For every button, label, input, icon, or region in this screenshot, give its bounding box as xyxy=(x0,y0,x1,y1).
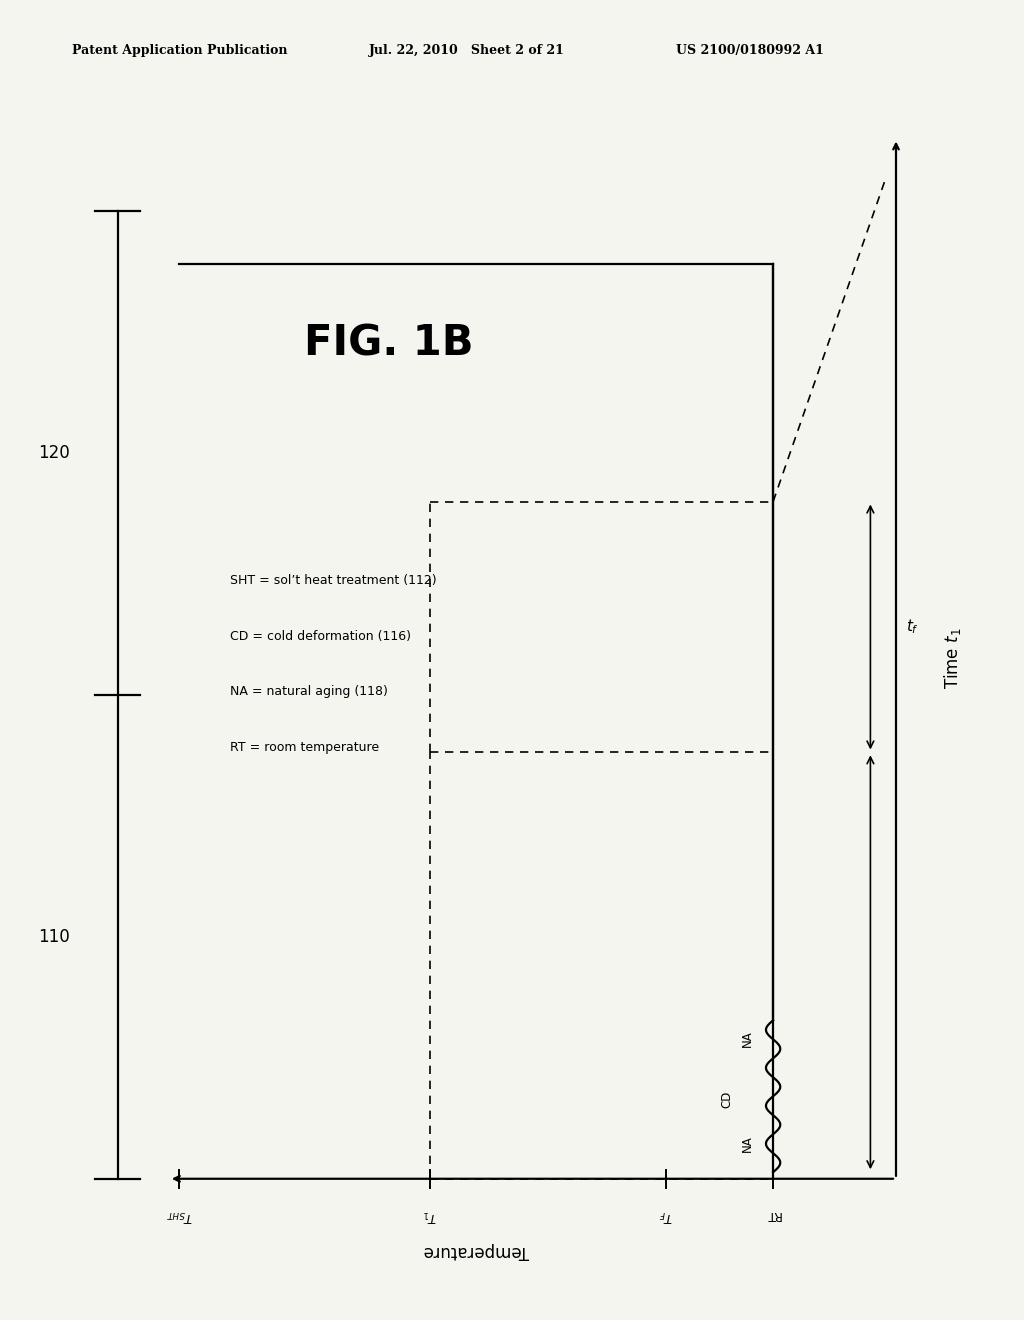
Text: Temperature: Temperature xyxy=(424,1242,528,1261)
Text: Time $t_1$: Time $t_1$ xyxy=(942,628,963,689)
Text: $T_1$: $T_1$ xyxy=(423,1208,437,1222)
Text: RT: RT xyxy=(765,1208,781,1221)
Text: NA: NA xyxy=(741,1030,754,1047)
Text: FIG. 1B: FIG. 1B xyxy=(304,322,474,364)
Text: 110: 110 xyxy=(38,928,71,946)
Text: 120: 120 xyxy=(38,444,71,462)
Text: $t_f$: $t_f$ xyxy=(906,618,920,636)
Text: $T_F$: $T_F$ xyxy=(658,1208,673,1222)
Text: $T_{SHT}$: $T_{SHT}$ xyxy=(165,1208,194,1222)
Text: Jul. 22, 2010   Sheet 2 of 21: Jul. 22, 2010 Sheet 2 of 21 xyxy=(369,44,564,57)
Text: US 2100/0180992 A1: US 2100/0180992 A1 xyxy=(676,44,823,57)
Text: Patent Application Publication: Patent Application Publication xyxy=(72,44,287,57)
Text: NA: NA xyxy=(741,1135,754,1152)
Text: NA = natural aging (118): NA = natural aging (118) xyxy=(230,685,388,698)
Text: RT = room temperature: RT = room temperature xyxy=(230,741,380,754)
Text: SHT = sol’t heat treatment (112): SHT = sol’t heat treatment (112) xyxy=(230,574,437,587)
Text: CD = cold deformation (116): CD = cold deformation (116) xyxy=(230,630,412,643)
Text: CD: CD xyxy=(721,1090,733,1109)
